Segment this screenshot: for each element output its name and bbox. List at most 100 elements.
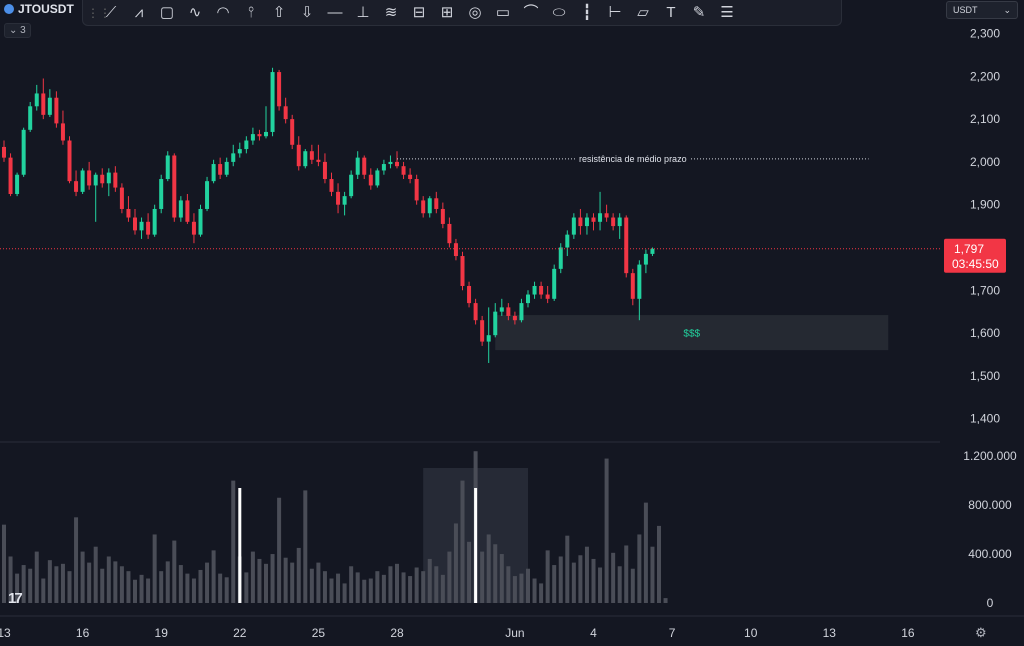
time-tick-label: 7: [669, 626, 676, 640]
candle-up: [270, 72, 275, 132]
horizontal-ray-icon[interactable]: —: [327, 4, 343, 21]
volume-bar: [198, 569, 203, 603]
candle-up: [15, 174, 20, 194]
volume-bar: [624, 545, 629, 603]
candle-down: [290, 119, 295, 145]
volume-bar: [296, 547, 301, 603]
volume-bar: [309, 568, 314, 603]
volume-bar: [218, 573, 223, 603]
vertical-line-icon[interactable]: ⊥: [356, 4, 370, 21]
candle-up: [93, 174, 98, 186]
candle-down: [630, 273, 635, 299]
candle-down: [408, 174, 413, 180]
arrow-down-icon[interactable]: ⇩: [300, 4, 314, 21]
time-tick-label: 19: [155, 626, 169, 640]
indicator-count-badge[interactable]: ⌄ 3: [4, 23, 31, 38]
volume-bar: [8, 556, 13, 603]
menu-icon[interactable]: ☰: [720, 4, 734, 21]
ellipse-icon[interactable]: ⬭: [552, 4, 566, 21]
candle-down: [87, 170, 92, 186]
candle-down: [41, 93, 46, 115]
candle-up: [237, 149, 242, 154]
brush-icon[interactable]: ∿: [188, 4, 202, 21]
volume-bar: [571, 562, 576, 603]
trend-line-icon[interactable]: ⟋: [105, 4, 117, 21]
fib-icon[interactable]: ⫯: [247, 4, 255, 21]
candle-down: [277, 72, 282, 107]
candle-up: [552, 268, 557, 299]
liquidity-zone-label: $$$: [683, 329, 700, 340]
volume-marker-line: [238, 488, 242, 603]
candles-icon[interactable]: ┇: [582, 4, 592, 21]
time-tick-label: 16: [901, 626, 915, 640]
candle-down: [257, 134, 262, 137]
candle-down: [218, 164, 223, 175]
volume-bar: [152, 534, 157, 603]
tradingview-logo-icon[interactable]: 17: [8, 590, 23, 607]
price-range-icon[interactable]: ⊞: [440, 4, 454, 21]
volume-bar: [119, 566, 124, 603]
pen-icon[interactable]: ✎: [692, 4, 706, 21]
candle-down: [368, 174, 373, 186]
parallel-channel-icon[interactable]: ≋: [384, 4, 398, 21]
date-range-icon[interactable]: ⊟: [412, 4, 426, 21]
candle-down: [316, 159, 321, 162]
symbol-header[interactable]: JTOUSDT: [4, 2, 74, 16]
candle-up: [486, 335, 491, 342]
volume-bar: [28, 568, 33, 603]
volume-bar: [224, 577, 229, 603]
current-price-countdown: 03:45:50: [952, 257, 999, 271]
volume-bar: [650, 546, 655, 603]
comment-icon[interactable]: ▱: [637, 4, 649, 21]
currency-label: USDT: [953, 5, 978, 15]
volume-bar: [244, 572, 249, 603]
volume-bar: [440, 574, 445, 603]
candle-down: [362, 157, 367, 175]
path-icon[interactable]: ⩘: [134, 4, 144, 21]
volume-bar: [427, 558, 432, 603]
liquidity-zone[interactable]: [495, 315, 889, 351]
symbol-name[interactable]: JTOUSDT: [18, 2, 74, 16]
polyline-icon[interactable]: ⌒: [523, 4, 539, 21]
text-icon[interactable]: T: [666, 4, 676, 21]
curve-icon[interactable]: ◠: [216, 4, 230, 21]
volume-bar: [663, 598, 668, 603]
volume-bar: [486, 534, 491, 603]
volume-bar: [368, 578, 373, 603]
toolbar-grip-icon[interactable]: ⋮⋮: [87, 5, 111, 20]
volume-bar: [506, 566, 511, 603]
candle-up: [139, 221, 144, 231]
volume-bar: [336, 573, 341, 603]
volume-bar: [329, 578, 334, 603]
candle-up: [519, 303, 524, 321]
price-tick-label: 2,100: [970, 112, 1000, 126]
candle-up: [499, 307, 504, 312]
symbol-logo-icon: [4, 4, 14, 14]
candle-down: [447, 223, 452, 244]
candle-up: [375, 170, 380, 186]
candle-up: [264, 131, 268, 137]
volume-bar: [178, 565, 183, 603]
candle-up: [427, 198, 432, 214]
candle-up: [211, 164, 216, 182]
arrow-up-icon[interactable]: ⇧: [272, 4, 286, 21]
volume-bar: [643, 502, 648, 603]
rectangle-icon[interactable]: ▢: [159, 4, 175, 21]
projection-icon[interactable]: ⊢: [608, 4, 622, 21]
callout-icon[interactable]: ▭: [495, 4, 511, 21]
target-icon[interactable]: ◎: [468, 4, 482, 21]
candle-up: [224, 161, 229, 175]
volume-bar: [15, 573, 20, 603]
candle-down: [126, 208, 131, 218]
volume-bar: [290, 562, 295, 603]
volume-bar: [34, 551, 39, 603]
volume-bar: [611, 552, 616, 603]
candle-down: [539, 285, 544, 295]
settings-icon[interactable]: ⚙: [975, 625, 987, 640]
candle-up: [152, 208, 157, 235]
candle-up: [381, 164, 386, 171]
candle-down: [473, 303, 478, 321]
currency-selector[interactable]: USDT ⌄: [946, 1, 1018, 19]
volume-bar: [657, 525, 661, 603]
